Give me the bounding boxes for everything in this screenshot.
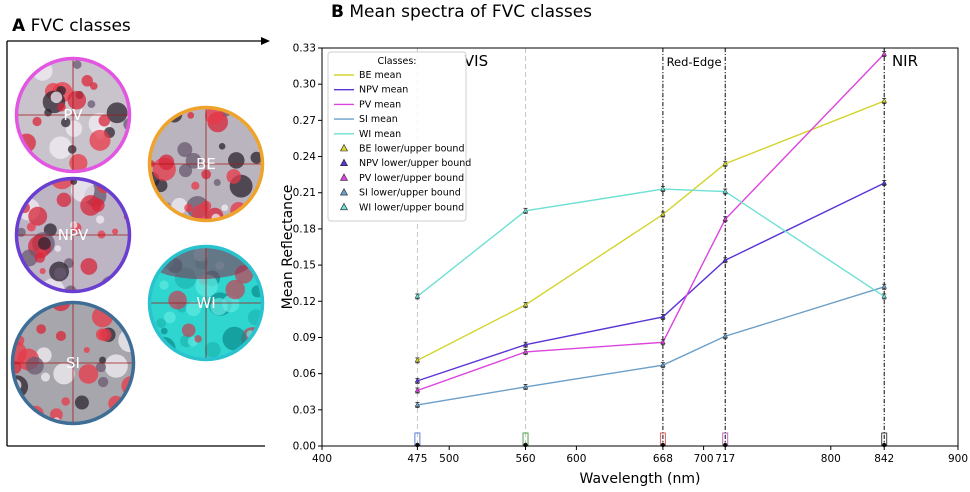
region-label-nir: NIR <box>892 52 918 70</box>
y-tick-label: 0.06 <box>293 368 317 380</box>
legend-label-be-bound: BE lower/upper bound <box>359 144 464 155</box>
y-tick-label: 0.15 <box>293 260 316 272</box>
y-tick-label: 0.12 <box>293 296 316 308</box>
y-tick-label: 0.33 <box>293 43 316 55</box>
series-point-be <box>722 160 728 167</box>
series-point-wi <box>522 207 529 214</box>
series-point-wi <box>722 188 728 195</box>
series-point-si <box>414 401 421 408</box>
series-line-si <box>417 286 885 406</box>
legend-title: Classes: <box>378 56 417 67</box>
region-label-red-edge: Red-Edge <box>667 55 722 69</box>
y-tick-label: 0.21 <box>293 187 316 199</box>
circle-label-npv: NPV <box>58 226 89 244</box>
legend-swatch-pv-bound <box>339 173 349 181</box>
y-tick-label: 0.18 <box>293 223 316 235</box>
series-point-npv <box>522 341 529 348</box>
series-point-wi <box>660 185 666 193</box>
legend-swatch-be-bound <box>339 143 349 152</box>
series-point-si <box>660 362 666 369</box>
series-point-wi <box>881 293 887 300</box>
circle-si-border <box>10 300 136 426</box>
series-line-npv <box>417 182 885 382</box>
circle-label-wi: WI <box>196 294 215 312</box>
legend-label-npv-bound: NPV lower/upper bound <box>359 158 471 169</box>
x-tick-label: 717 <box>715 453 735 465</box>
panel-a-letter: A <box>12 16 26 36</box>
series-point-pv <box>522 348 529 355</box>
circle-label-be: BE <box>196 155 216 173</box>
y-tick-label: 0.00 <box>293 441 316 453</box>
legend-label-pv-mean: PV mean <box>359 99 401 110</box>
x-tick-label: 475 <box>407 453 427 465</box>
x-tick-label: 500 <box>439 453 459 465</box>
legend-swatch-si-bound <box>339 187 349 196</box>
y-tick-label: 0.24 <box>293 151 317 163</box>
circle-pv-border <box>14 56 132 174</box>
y-tick-label: 0.27 <box>293 115 316 127</box>
plot-frame <box>321 47 959 447</box>
series-point-be <box>522 301 529 308</box>
x-tick-label: 700 <box>694 453 714 465</box>
circle-wi-border <box>147 244 265 362</box>
series-point-si <box>522 383 529 390</box>
x-axis-title: Wavelength (nm) <box>580 471 701 487</box>
series-line-wi <box>416 188 885 298</box>
legend-label-si-mean: SI mean <box>359 114 398 125</box>
legend-swatch-wi-bound <box>339 202 349 211</box>
series-point-si <box>881 283 887 290</box>
panel-a-title-text: FVC classes <box>30 16 131 36</box>
legend-label-wi-mean: WI mean <box>359 129 401 140</box>
series-point-npv <box>660 313 666 320</box>
x-tick-label: 600 <box>566 453 586 465</box>
y-tick-label: 0.03 <box>293 404 316 416</box>
x-tick-label: 668 <box>653 453 673 465</box>
legend-label-wi-bound: WI lower/upper bound <box>359 202 464 213</box>
series-point-si <box>722 333 728 340</box>
series-point-be <box>414 357 421 364</box>
y-tick-label: 0.09 <box>293 332 316 344</box>
circle-npv-border <box>14 176 132 294</box>
panel-a-arrow-head <box>261 37 270 45</box>
legend-label-si-bound: SI lower/upper bound <box>359 188 461 199</box>
legend-box <box>327 51 467 222</box>
legend-label-npv-mean: NPV mean <box>359 85 408 96</box>
x-tick-label: 400 <box>312 453 332 465</box>
series-point-npv <box>414 377 421 384</box>
series-point-be <box>660 211 666 218</box>
series-point-pv <box>660 339 666 346</box>
x-tick-label: 842 <box>874 453 894 465</box>
y-axis-title: Mean Reflectance <box>280 185 296 310</box>
legend-label-pv-bound: PV lower/upper bound <box>359 173 464 184</box>
legend-label-be-mean: BE mean <box>359 70 401 81</box>
series-line-be <box>417 100 885 361</box>
panel-b-title-text: Mean spectra of FVC classes <box>349 2 593 22</box>
series-point-be <box>881 97 887 104</box>
series-point-npv <box>722 257 728 264</box>
series-point-pv <box>722 216 728 223</box>
panel-a-title: A FVC classes <box>12 16 131 36</box>
y-tick-label: 0.30 <box>293 79 316 91</box>
legend-swatch-npv-bound <box>339 158 349 166</box>
circle-label-si: SI <box>66 354 80 372</box>
series-point-wi <box>414 293 421 300</box>
x-tick-label: 800 <box>821 453 841 465</box>
panel-b-letter: B <box>331 2 344 22</box>
x-tick-label: 560 <box>515 453 535 465</box>
series-point-npv <box>881 179 887 186</box>
circle-be-border <box>147 105 265 223</box>
fvc-class-panel: PV BE NPV WI SI <box>6 37 270 447</box>
region-label-vis: VIS <box>464 52 488 70</box>
x-tick-label: 900 <box>948 453 968 465</box>
circle-label-pv: PV <box>63 106 83 124</box>
panel-b-title: B Mean spectra of FVC classes <box>331 2 592 22</box>
series-point-pv <box>414 387 421 394</box>
series-point-pv <box>881 50 887 57</box>
